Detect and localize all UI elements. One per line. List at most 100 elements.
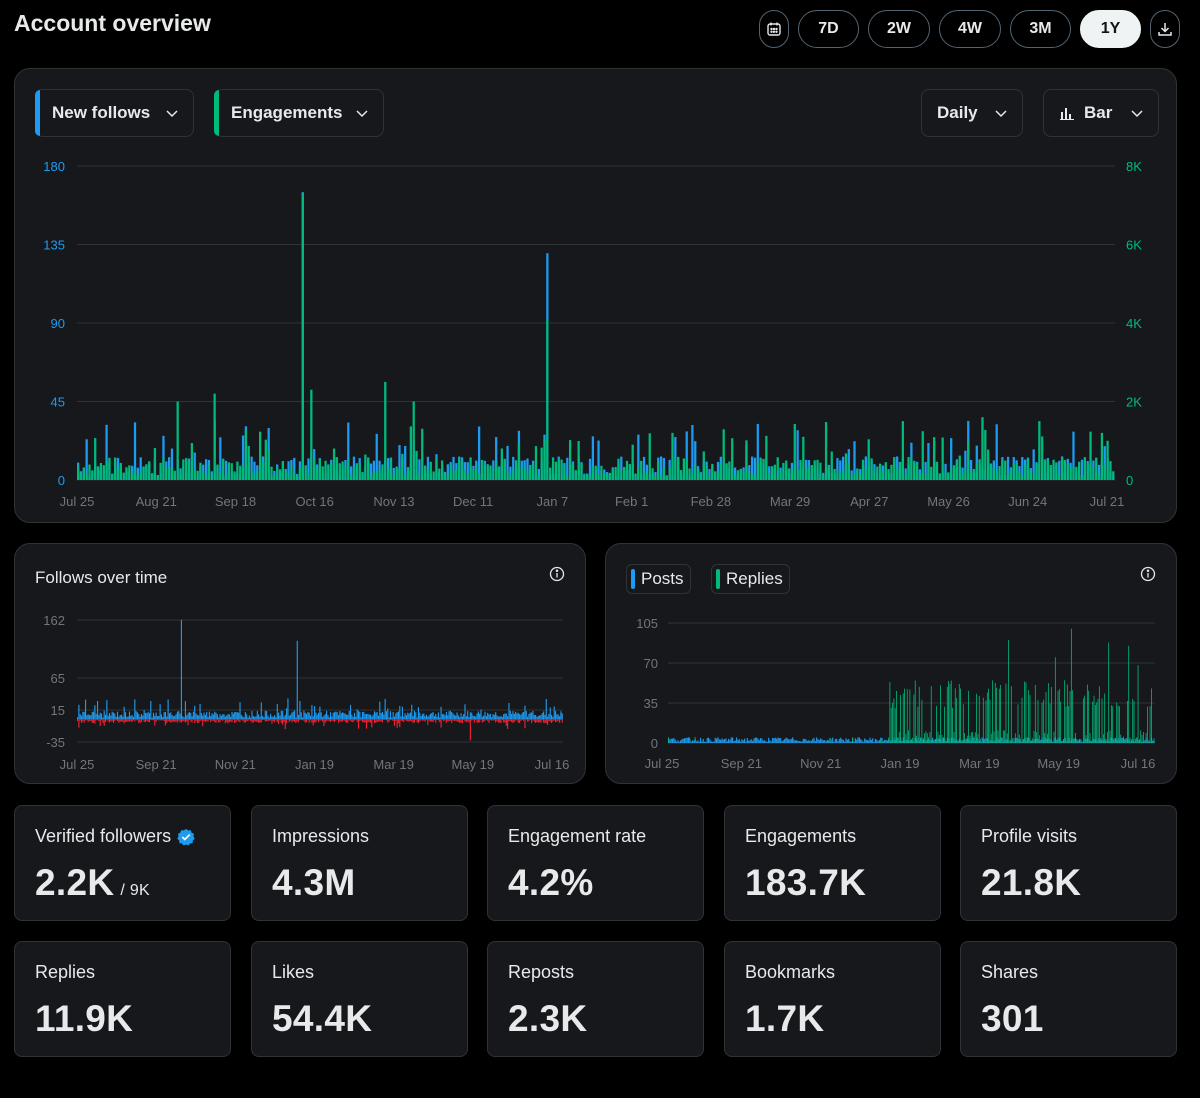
metric-left-dropdown[interactable]: New follows	[35, 89, 194, 137]
stat-card-engagement-rate[interactable]: Engagement rate 4.2%	[487, 805, 704, 921]
follows-bar	[373, 711, 376, 719]
follows-bar	[302, 717, 304, 719]
unfollows-bar	[437, 719, 439, 721]
follows-bar	[455, 715, 457, 719]
stat-card-reposts[interactable]: Reposts 2.3K	[487, 941, 704, 1057]
replies-bar	[902, 693, 904, 743]
follows-bar	[116, 711, 119, 719]
stat-card-impressions[interactable]: Impressions 4.3M	[251, 805, 468, 921]
replies-bar	[957, 741, 959, 743]
chart-type-dropdown[interactable]: Bar	[1043, 89, 1159, 137]
engagements-bar	[677, 457, 680, 480]
info-icon[interactable]	[549, 566, 565, 582]
follows-bar	[283, 716, 285, 719]
replies-bar	[1081, 741, 1083, 743]
follows-bar	[135, 711, 137, 719]
posts-bar	[765, 741, 767, 743]
range-3m-button[interactable]: 3M	[1010, 10, 1071, 48]
engagements-bar	[389, 458, 393, 480]
engagements-bar	[1012, 463, 1015, 480]
engagements-bar	[261, 461, 265, 480]
range-4w-button[interactable]: 4W	[939, 10, 1001, 48]
posts-bar	[981, 737, 983, 743]
replies-bar	[1097, 698, 1099, 743]
follows-bar	[398, 445, 401, 480]
metric-left-label: New follows	[52, 103, 151, 122]
engagements-bar	[748, 471, 751, 480]
unfollows-bar	[130, 719, 132, 722]
range-1y-button[interactable]: 1Y	[1080, 10, 1141, 48]
posts-bar	[842, 739, 844, 743]
stat-card-verified-followers[interactable]: Verified followers 2.2K/ 9K	[14, 805, 231, 921]
stat-label: Verified followers	[35, 826, 195, 847]
unfollows-bar	[439, 719, 441, 723]
replies-bar	[1077, 739, 1079, 743]
engagements-bar	[503, 458, 506, 480]
unfollows-bar	[492, 719, 494, 721]
unfollows-bar	[107, 719, 109, 722]
calendar-button[interactable]	[759, 10, 789, 48]
replies-bar	[1109, 730, 1111, 743]
engagements-bar	[321, 466, 324, 480]
stat-card-profile-visits[interactable]: Profile visits 21.8K	[960, 805, 1177, 921]
follows-bar	[95, 713, 97, 719]
posts-bar	[745, 741, 747, 743]
unfollows-bar	[286, 719, 288, 724]
follows-bar	[384, 698, 386, 719]
range-2w-button[interactable]: 2W	[868, 10, 930, 48]
replies-bar	[1072, 690, 1074, 743]
replies-bar	[960, 688, 962, 743]
engagements-bar	[793, 424, 796, 480]
stat-card-bookmarks[interactable]: Bookmarks 1.7K	[724, 941, 941, 1057]
unfollows-bar	[388, 719, 390, 722]
follows-bar	[180, 620, 182, 719]
stat-card-likes[interactable]: Likes 54.4K	[251, 941, 468, 1057]
replies-bar	[1104, 693, 1106, 743]
interval-dropdown[interactable]: Daily	[921, 89, 1023, 137]
unfollows-bar	[377, 719, 380, 722]
unfollows-bar	[561, 719, 563, 723]
stat-card-shares[interactable]: Shares 301	[960, 941, 1177, 1057]
posts-bar	[820, 738, 822, 743]
engagements-bar	[992, 467, 995, 480]
follows-bar	[94, 705, 96, 719]
engagements-bar	[102, 465, 105, 480]
engagements-bar	[981, 417, 984, 480]
follows-bar	[304, 712, 306, 719]
engagements-bar	[136, 474, 139, 480]
replies-bar	[1145, 732, 1147, 743]
engagements-bar	[270, 466, 273, 480]
follows-bar	[526, 458, 529, 480]
replies-bar	[1092, 701, 1094, 743]
chevron-down-icon	[994, 106, 1008, 120]
replies-bar	[1086, 684, 1088, 743]
engagements-bar	[338, 463, 341, 480]
replies-bar	[1001, 737, 1003, 743]
metric-right-dropdown[interactable]: Engagements	[214, 89, 384, 137]
posts-bar	[686, 737, 688, 743]
posts-bar	[797, 740, 799, 743]
posts-bar	[733, 741, 735, 743]
unfollows-bar	[292, 719, 294, 722]
engagements-bar	[463, 470, 467, 480]
export-button[interactable]	[1150, 10, 1180, 48]
stat-card-replies[interactable]: Replies 11.9K	[14, 941, 231, 1057]
range-7d-button[interactable]: 7D	[798, 10, 859, 48]
unfollows-bar	[86, 719, 88, 721]
engagements-bar	[887, 469, 890, 480]
posts-legend[interactable]: Posts	[626, 564, 691, 594]
engagements-bar	[452, 470, 455, 480]
engagements-bar	[628, 464, 631, 480]
info-icon[interactable]	[1140, 566, 1156, 582]
replies-legend[interactable]: Replies	[711, 564, 790, 594]
follows-bar	[379, 701, 381, 719]
unfollows-bar	[324, 719, 326, 723]
follows-bar	[561, 713, 563, 719]
engagements-bar	[267, 450, 270, 480]
unfollows-bar	[203, 719, 205, 722]
stat-card-engagements[interactable]: Engagements 183.7K	[724, 805, 941, 921]
unfollows-bar	[179, 719, 181, 723]
posts-bar	[728, 738, 730, 743]
follows-bar	[495, 712, 497, 719]
follows-bar	[383, 714, 385, 719]
